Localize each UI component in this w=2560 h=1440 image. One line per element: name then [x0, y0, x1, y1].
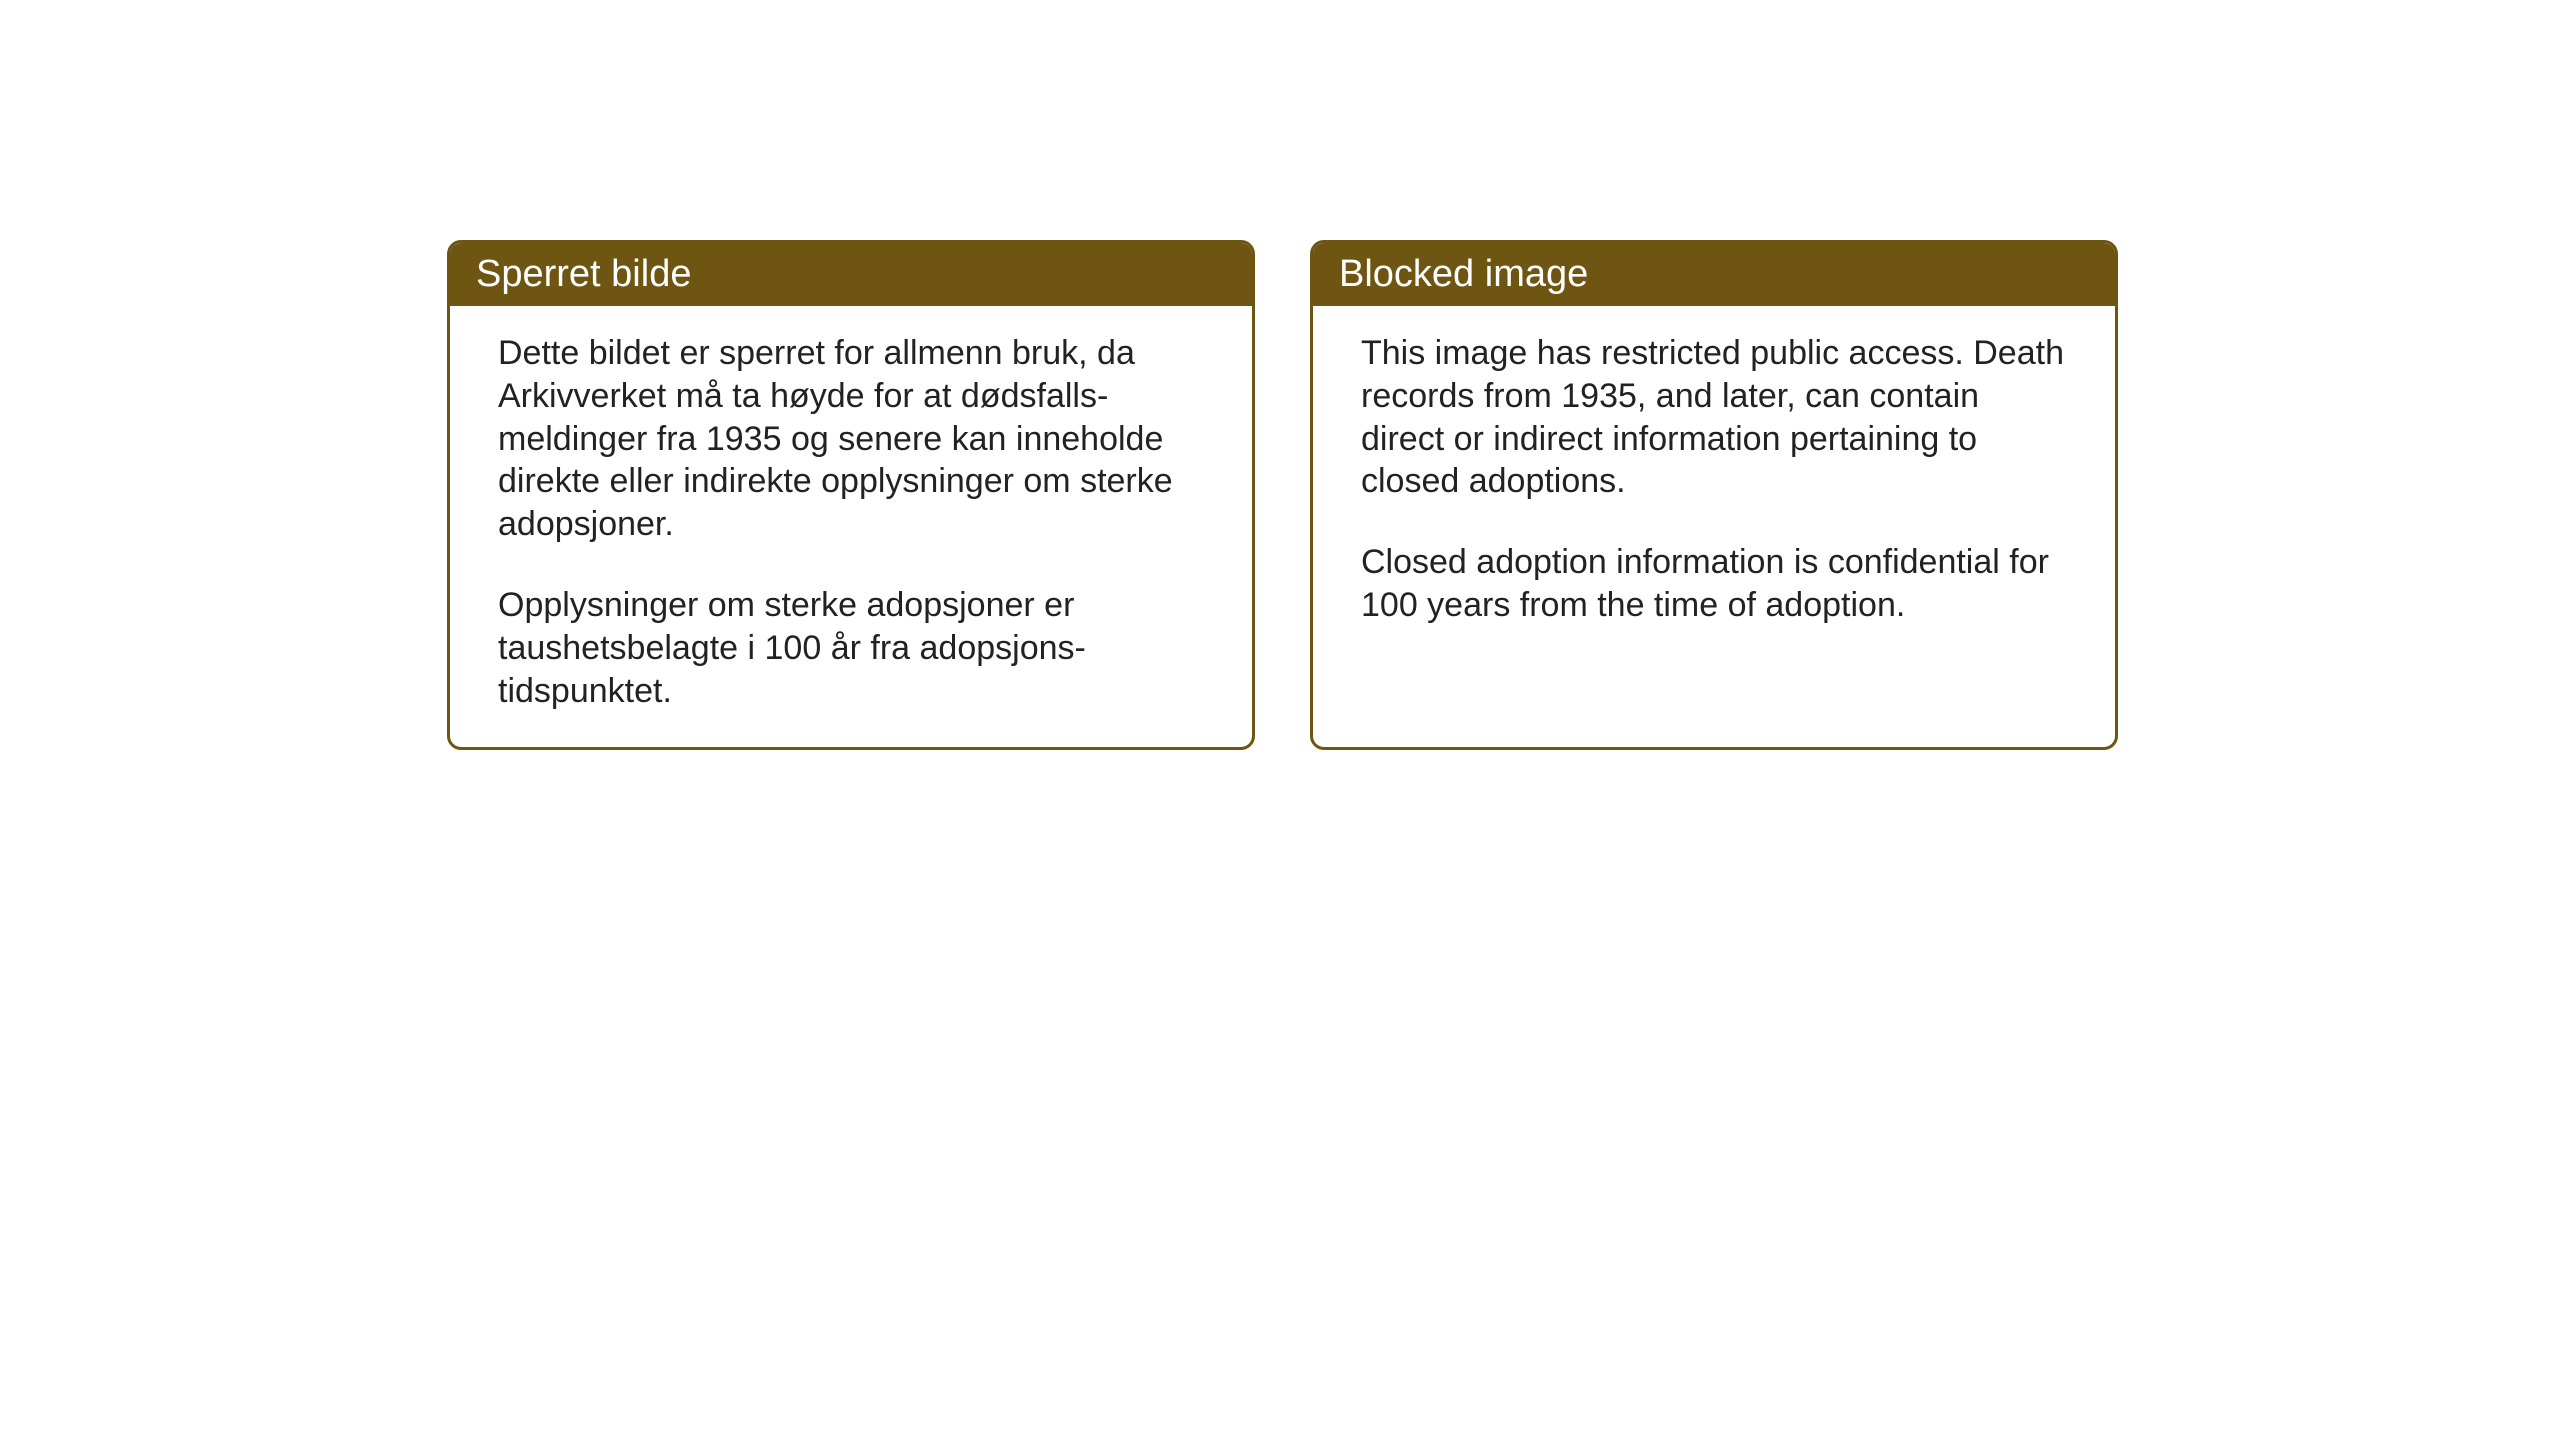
notice-card-norwegian: Sperret bilde Dette bildet er sperret fo… — [447, 240, 1255, 750]
card-body-english: This image has restricted public access.… — [1313, 306, 2115, 661]
paragraph-english-2: Closed adoption information is confident… — [1361, 541, 2067, 627]
card-header-english: Blocked image — [1313, 243, 2115, 306]
card-body-norwegian: Dette bildet er sperret for allmenn bruk… — [450, 306, 1252, 747]
card-header-norwegian: Sperret bilde — [450, 243, 1252, 306]
paragraph-english-1: This image has restricted public access.… — [1361, 332, 2067, 503]
notice-card-english: Blocked image This image has restricted … — [1310, 240, 2118, 750]
paragraph-norwegian-2: Opplysninger om sterke adopsjoner er tau… — [498, 584, 1204, 712]
notice-container: Sperret bilde Dette bildet er sperret fo… — [447, 240, 2118, 750]
paragraph-norwegian-1: Dette bildet er sperret for allmenn bruk… — [498, 332, 1204, 546]
